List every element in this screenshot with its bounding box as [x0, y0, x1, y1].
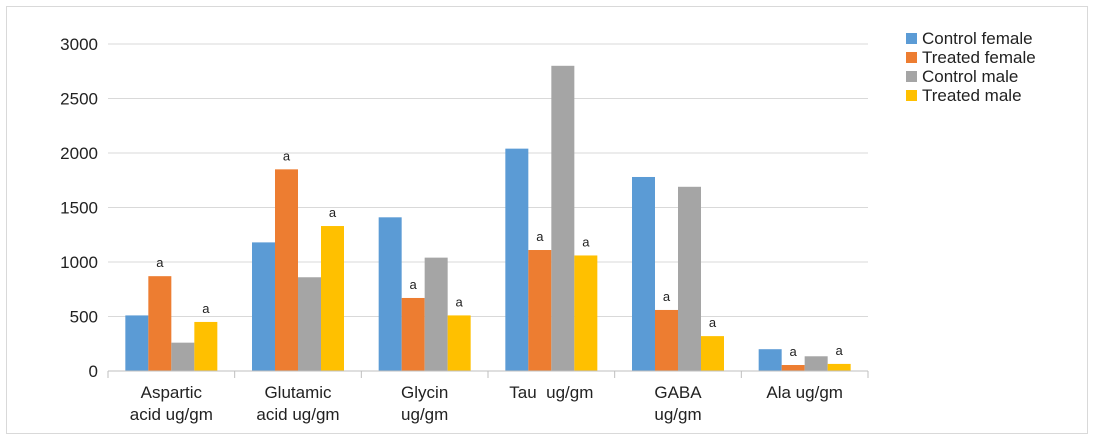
bar-treated-male	[321, 226, 344, 371]
legend-swatch	[906, 71, 917, 82]
bar-control-female	[505, 148, 529, 371]
x-tick-label: acid ug/gm	[256, 405, 339, 424]
significance-label: a	[156, 255, 164, 270]
bar-treated-female	[781, 365, 805, 371]
y-tick-label: 2000	[60, 144, 98, 163]
x-tick-label: GABA	[654, 383, 702, 402]
legend-swatch	[906, 52, 917, 63]
bar-control-female	[632, 176, 655, 371]
significance-label: a	[410, 277, 418, 292]
bar-treated-female	[401, 297, 425, 371]
bar-control-female	[252, 242, 275, 371]
x-tick-label: Glycin	[401, 383, 448, 402]
bar-treated-male	[701, 336, 724, 371]
bar-treated-female	[528, 250, 552, 371]
bar-treated-male	[574, 255, 598, 371]
bar-treated-male	[827, 363, 851, 371]
significance-label: a	[709, 315, 717, 330]
x-axis	[107, 370, 869, 378]
bar-control-male	[551, 65, 575, 372]
legend-label: Treated male	[922, 86, 1022, 105]
significance-label: a	[663, 289, 671, 304]
gridlines	[108, 43, 868, 317]
legend-label: Treated female	[922, 48, 1036, 67]
y-tick-label: 3000	[60, 35, 98, 54]
legend-label: Control male	[922, 67, 1018, 86]
significance-label: a	[582, 234, 590, 249]
bar-control-female	[758, 349, 782, 371]
significance-label: a	[536, 229, 544, 244]
bar-control-male	[298, 277, 321, 371]
legend-label: Control female	[922, 29, 1033, 48]
legend-swatch	[906, 33, 917, 44]
x-tick-label: Aspartic	[141, 383, 203, 402]
y-tick-label: 1000	[60, 253, 98, 272]
category-labels: Aspartic acid ug/gm Glutamic acid ug/gm Glyc…	[130, 383, 843, 424]
bar-control-male	[171, 342, 195, 371]
significance-label: a	[790, 344, 798, 359]
bar-control-male	[424, 257, 448, 371]
significance-label: a	[329, 205, 337, 220]
significance-label: a	[836, 343, 844, 358]
x-tick-label: ug/gm	[654, 405, 701, 424]
bar-control-female	[378, 217, 402, 371]
bar-treated-female	[655, 309, 678, 371]
bar-treated-female	[148, 276, 172, 371]
bars	[125, 65, 851, 372]
bar-treated-male	[447, 315, 471, 371]
x-tick-label: Ala ug/gm	[766, 383, 843, 402]
x-tick-label: Glutamic	[264, 383, 332, 402]
significance-labels: a a a a a a a a a a a a	[156, 148, 843, 359]
legend-swatch	[906, 90, 917, 101]
bar-control-female	[125, 315, 149, 371]
y-axis-ticks: 0 500 1000 1500 2000 2500 3000	[60, 35, 98, 381]
bar-treated-female	[275, 169, 298, 371]
y-tick-label: 500	[70, 308, 98, 327]
y-tick-label: 1500	[60, 199, 98, 218]
significance-label: a	[202, 301, 210, 316]
significance-label: a	[283, 148, 291, 163]
y-tick-label: 0	[89, 362, 98, 381]
x-tick-label: acid ug/gm	[130, 405, 213, 424]
bar-control-male	[678, 186, 701, 371]
x-tick-label: Tau ug/gm	[509, 383, 593, 402]
y-tick-label: 2500	[60, 90, 98, 109]
significance-label: a	[456, 294, 464, 309]
x-tick-label: ug/gm	[401, 405, 448, 424]
bar-control-male	[804, 356, 828, 371]
bar-treated-male	[194, 321, 218, 371]
